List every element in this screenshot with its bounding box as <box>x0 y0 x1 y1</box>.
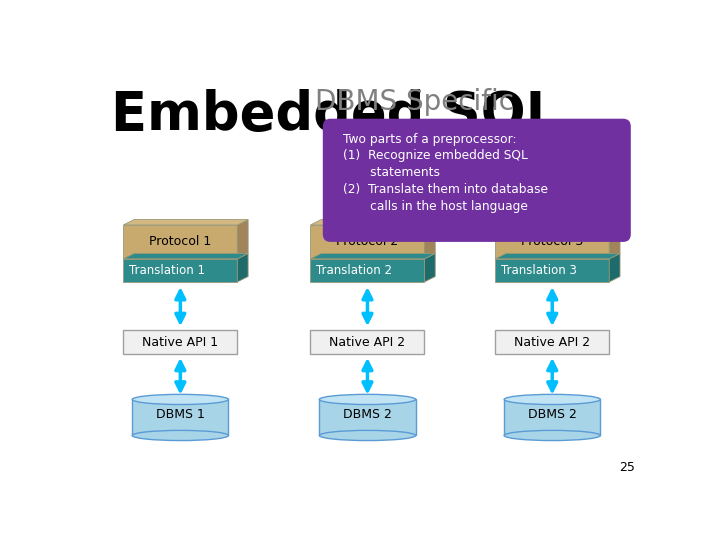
Text: Translation 2: Translation 2 <box>316 264 392 277</box>
Text: (2)  Translate them into database: (2) Translate them into database <box>343 184 548 197</box>
Ellipse shape <box>504 394 600 404</box>
Polygon shape <box>123 225 238 259</box>
Text: Native API 1: Native API 1 <box>143 335 218 348</box>
Text: DBMS 2: DBMS 2 <box>528 408 577 421</box>
Text: 25: 25 <box>618 462 634 475</box>
Text: (1)  Recognize embedded SQL: (1) Recognize embedded SQL <box>343 150 528 163</box>
FancyBboxPatch shape <box>310 330 425 354</box>
Polygon shape <box>390 233 421 238</box>
Text: Translation 1: Translation 1 <box>129 264 204 277</box>
Ellipse shape <box>504 430 600 441</box>
Polygon shape <box>320 400 415 435</box>
FancyBboxPatch shape <box>495 330 609 354</box>
Polygon shape <box>310 253 435 259</box>
Ellipse shape <box>132 394 228 404</box>
Polygon shape <box>495 220 620 225</box>
Ellipse shape <box>320 430 415 441</box>
Polygon shape <box>238 220 248 259</box>
Text: Two parts of a preprocessor:: Two parts of a preprocessor: <box>343 132 516 146</box>
Text: calls in the host language: calls in the host language <box>343 200 528 213</box>
Polygon shape <box>495 225 609 259</box>
Polygon shape <box>123 220 248 225</box>
Ellipse shape <box>320 394 415 404</box>
Text: DBMS 1: DBMS 1 <box>156 408 204 421</box>
Text: DBMS Specific: DBMS Specific <box>315 88 514 116</box>
Polygon shape <box>425 220 435 259</box>
Polygon shape <box>609 253 620 282</box>
FancyBboxPatch shape <box>323 119 631 242</box>
Text: Protocol 3: Protocol 3 <box>521 235 583 248</box>
Ellipse shape <box>132 430 228 441</box>
Text: statements: statements <box>343 166 440 179</box>
Polygon shape <box>310 225 425 259</box>
Polygon shape <box>609 220 620 259</box>
Polygon shape <box>495 259 609 282</box>
Text: Protocol 2: Protocol 2 <box>336 235 399 248</box>
FancyBboxPatch shape <box>123 330 238 354</box>
Polygon shape <box>310 220 435 225</box>
Polygon shape <box>495 253 620 259</box>
Polygon shape <box>310 259 425 282</box>
Polygon shape <box>504 400 600 435</box>
Polygon shape <box>123 259 238 282</box>
Text: DBMS 2: DBMS 2 <box>343 408 392 421</box>
Polygon shape <box>123 253 248 259</box>
Text: Native API 2: Native API 2 <box>514 335 590 348</box>
Text: Embedded SQL: Embedded SQL <box>111 88 559 140</box>
Polygon shape <box>425 253 435 282</box>
Text: Translation 3: Translation 3 <box>500 264 577 277</box>
Polygon shape <box>238 253 248 282</box>
Text: Native API 2: Native API 2 <box>329 335 405 348</box>
Text: Protocol 1: Protocol 1 <box>149 235 212 248</box>
Polygon shape <box>132 400 228 435</box>
